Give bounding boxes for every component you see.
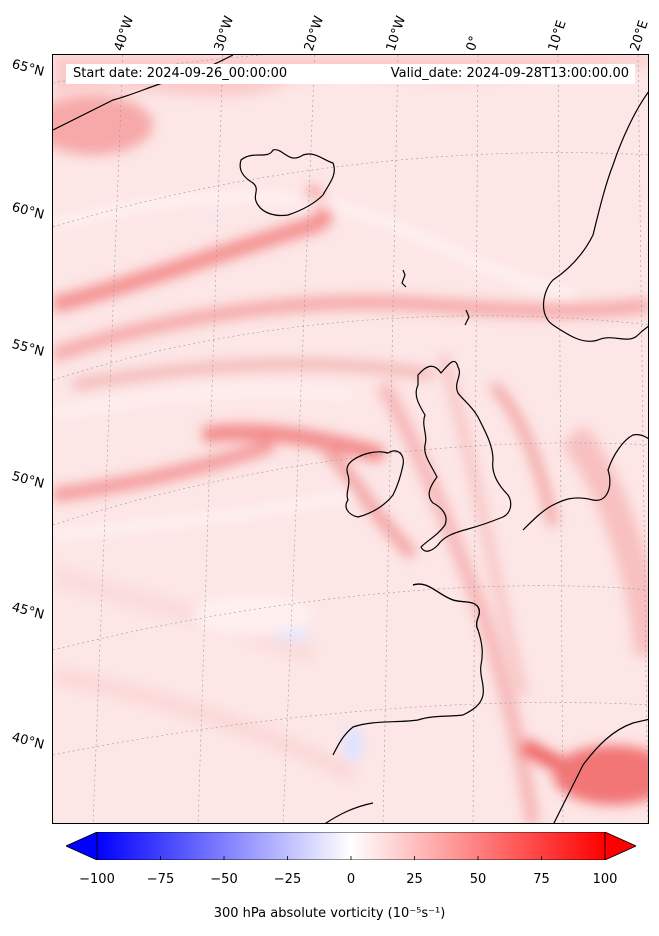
iceland-coast (239, 149, 335, 217)
colorbar-low-extend (66, 832, 98, 860)
vorticity-field (53, 55, 648, 823)
colorbar-tick-label: −100 (79, 872, 115, 887)
colorbar-tick-label: 50 (469, 872, 487, 887)
shetland-coast (464, 309, 470, 326)
colorbar-tick-label: −50 (210, 872, 238, 887)
lon-label-20w: 20°W (301, 14, 328, 53)
date-info-bar: Start date: 2024-09-26_00:00:00 Valid_da… (66, 64, 635, 84)
lon-label-10w: 10°W (383, 14, 410, 53)
lon-label-40w: 40°W (111, 14, 138, 53)
vorticity-map (53, 55, 648, 823)
colorbar-tick-label: 0 (346, 872, 356, 887)
colorbar-title: 300 hPa absolute vorticity (10⁻⁵s⁻¹) (213, 906, 446, 921)
norway-coast (543, 91, 648, 342)
start-date-text: Start date: 2024-09-26_00:00:00 (73, 66, 288, 81)
lat-label-60n: 60°N (10, 200, 46, 223)
north-sea-coast (522, 434, 648, 531)
colorbar-ticks (96, 856, 606, 860)
valid-date-text: Valid_date: 2024-09-28T13:00:00.00 (390, 66, 629, 81)
map-panel (52, 54, 649, 824)
colorbar-tick-label: 75 (533, 872, 550, 887)
lon-label-0: 0° (463, 34, 483, 53)
colorbar-tick-label: 25 (406, 872, 423, 887)
lat-label-45n: 45°N (10, 600, 46, 623)
colorbar-gradient (96, 832, 606, 860)
lon-label-10e: 10°E (545, 18, 570, 53)
iberia-coast (332, 583, 485, 756)
colorbar-tick-label: −25 (273, 872, 302, 887)
ireland-coast (345, 450, 404, 518)
lat-label-55n: 55°N (10, 337, 46, 360)
lon-label-30w: 30°W (211, 14, 238, 53)
africa-coast (324, 802, 374, 823)
lat-label-65n: 65°N (10, 57, 46, 80)
faroe-coast (401, 269, 407, 288)
iberia-east-coast (553, 718, 648, 823)
lat-label-40n: 40°N (10, 730, 46, 753)
colorbar-high-extend (604, 832, 636, 860)
great-britain-coast (415, 360, 512, 552)
coastlines (53, 55, 648, 823)
colorbar (66, 832, 636, 860)
colorbar-tick-label: −75 (146, 872, 175, 887)
lat-label-50n: 50°N (10, 469, 46, 492)
colorbar-tick-label: 100 (592, 872, 618, 887)
lon-label-20e: 20°E (627, 18, 652, 53)
